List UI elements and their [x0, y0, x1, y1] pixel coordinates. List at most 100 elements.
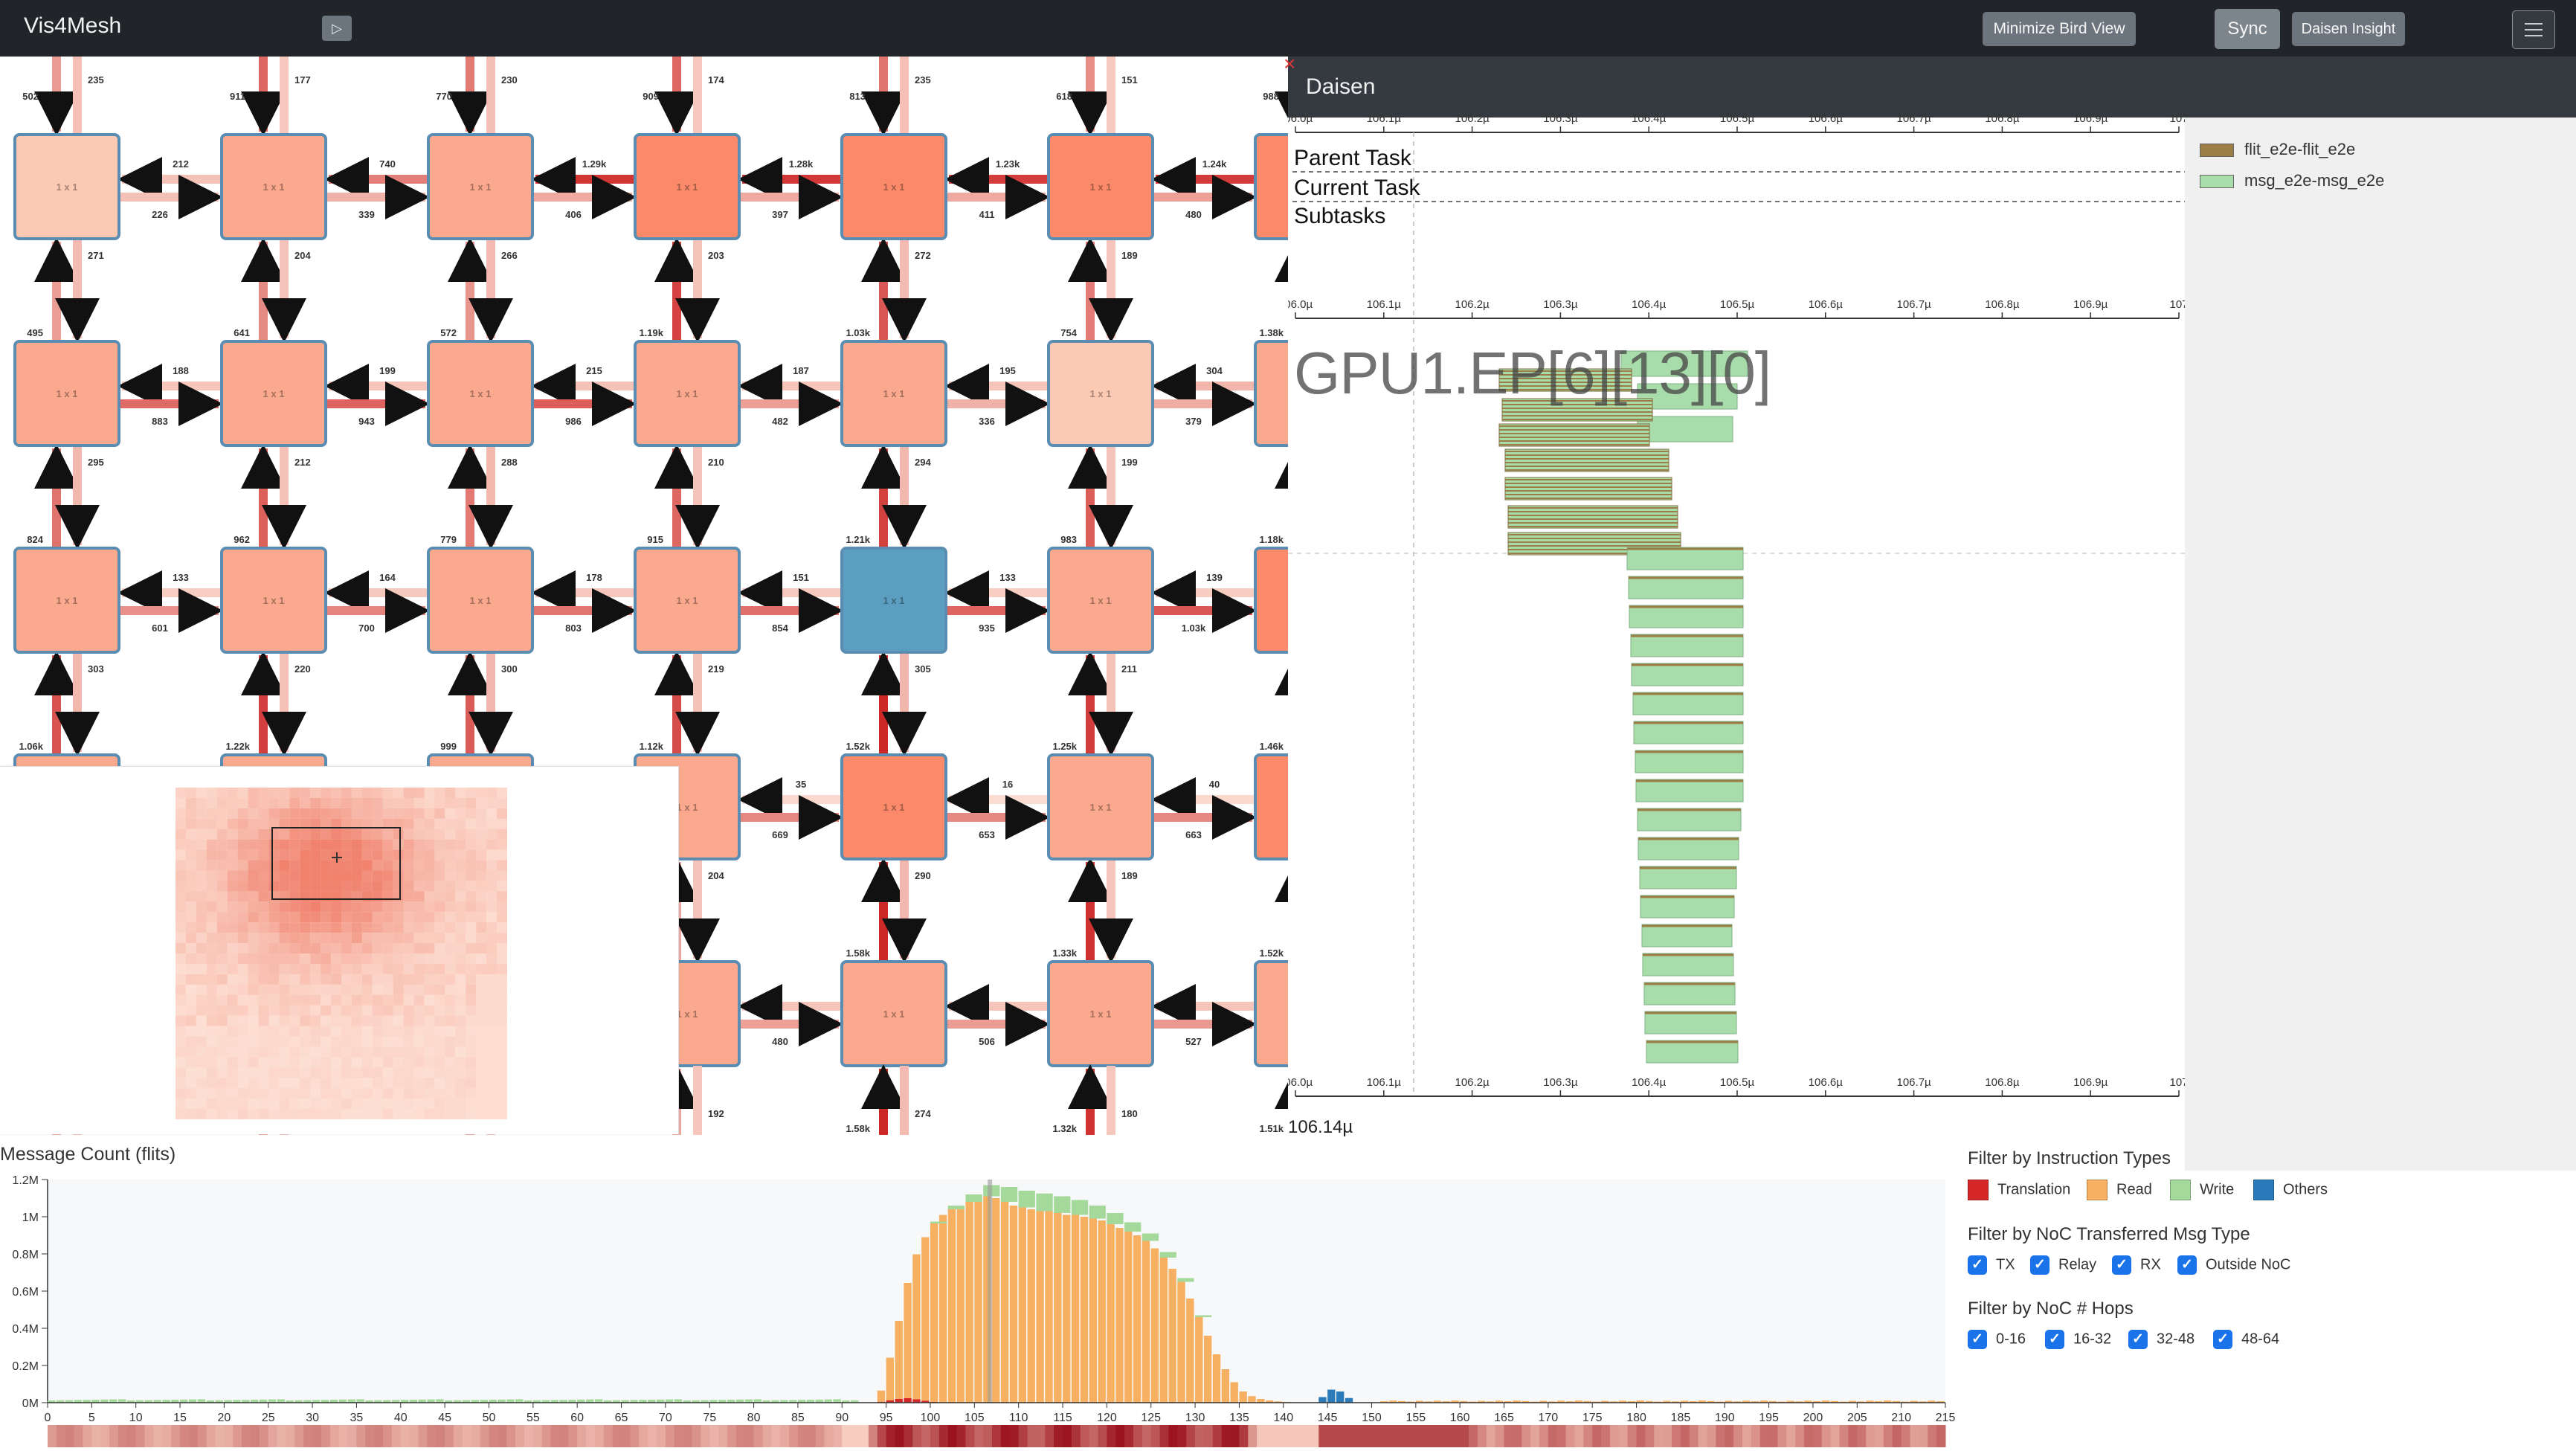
- axis-tick-label: 106.3µ: [1543, 298, 1578, 311]
- minimap-cell: [268, 1057, 280, 1068]
- checkbox-hops-0-16[interactable]: ✓ 0-16: [1968, 1330, 2026, 1349]
- minimap-cell: [216, 797, 228, 808]
- filter-write[interactable]: Write: [2170, 1180, 2234, 1200]
- heat-strip-cell: [391, 1425, 402, 1447]
- daisen-timeline[interactable]: 106.0µ106.1µ106.2µ106.3µ106.4µ106.5µ106.…: [1288, 57, 2188, 1113]
- minimap-cell: [196, 797, 207, 808]
- minimap-cell: [331, 1046, 341, 1058]
- minimap-cell: [289, 974, 300, 985]
- hamburger-menu-icon[interactable]: [2512, 10, 2555, 49]
- minimap-cell: [248, 839, 259, 850]
- checkbox-icon[interactable]: ✓: [2112, 1255, 2131, 1275]
- minimap-cell: [331, 1088, 341, 1099]
- value-label: 235: [88, 74, 104, 86]
- minimap-cell: [455, 1005, 466, 1016]
- filter-others[interactable]: Others: [2253, 1180, 2328, 1200]
- checkbox-icon[interactable]: ✓: [1968, 1255, 1987, 1275]
- checkbox-icon[interactable]: ✓: [2128, 1330, 2148, 1349]
- histogram-bar: [356, 1399, 364, 1403]
- task-bar-msg: [1642, 953, 1734, 977]
- checkbox-icon[interactable]: ✓: [1968, 1330, 1987, 1349]
- minimap-cell: [393, 1109, 404, 1119]
- minimap-cell: [424, 829, 435, 840]
- minimap-cell: [434, 881, 445, 892]
- minimap-cell: [476, 1088, 487, 1099]
- checkbox-rx[interactable]: ✓ RX: [2112, 1255, 2161, 1275]
- minimap-cell: [382, 1046, 393, 1058]
- axis-tick-label: 106.1µ: [1367, 298, 1402, 311]
- minimap-cell: [382, 953, 393, 964]
- histogram-bar: [144, 1400, 152, 1403]
- minimap-cell: [216, 1057, 228, 1068]
- minimap-cell: [237, 808, 248, 819]
- bird-view-minimap[interactable]: [0, 766, 679, 1134]
- heat-strip-cell: [833, 1425, 843, 1447]
- minimap-cell: [497, 818, 507, 829]
- minimap-cell: [331, 808, 341, 819]
- histogram-bar: [1054, 1196, 1071, 1213]
- checkbox-icon[interactable]: ✓: [2177, 1255, 2197, 1275]
- minimap-cell: [248, 984, 259, 995]
- heat-strip-cell: [1406, 1425, 1417, 1447]
- minimap-cell: [258, 1005, 269, 1016]
- close-icon[interactable]: ×: [1284, 52, 1296, 75]
- heat-strip-cell: [436, 1425, 445, 1447]
- minimap-cell: [279, 984, 290, 995]
- heat-strip-cell: [1362, 1425, 1372, 1447]
- sync-button[interactable]: Sync: [2215, 9, 2280, 49]
- heat-strip-cell: [1812, 1425, 1823, 1447]
- play-button[interactable]: ▷: [322, 16, 352, 41]
- filter-read[interactable]: Read: [2087, 1180, 2152, 1200]
- minimap-cell: [331, 829, 341, 840]
- minimap-cell: [227, 984, 238, 995]
- mesh-graph[interactable]: 5022359111777702309091748132356181519882…: [0, 57, 1288, 1135]
- bird-view-heatmap[interactable]: [0, 767, 678, 1134]
- histogram-bar: [1627, 1401, 1636, 1403]
- checkbox-icon[interactable]: ✓: [2213, 1330, 2232, 1349]
- checkbox-hops-32-48[interactable]: ✓ 32-48: [2128, 1330, 2195, 1349]
- heat-strip-cell: [91, 1425, 101, 1447]
- checkbox-hops-48-64[interactable]: ✓ 48-64: [2213, 1330, 2279, 1349]
- checkbox-tx[interactable]: ✓ TX: [1968, 1255, 2015, 1275]
- checkbox-relay[interactable]: ✓ Relay: [2030, 1255, 2096, 1275]
- histogram-bar: [374, 1400, 382, 1403]
- minimap-cell: [476, 1015, 487, 1026]
- mesh-tile: [1047, 133, 1154, 240]
- task-bar-msg: [1637, 383, 1738, 410]
- minimap-cell: [310, 1057, 321, 1068]
- minimap-cell: [403, 829, 414, 840]
- minimap-cell: [413, 1046, 425, 1058]
- minimap-cell: [268, 788, 280, 798]
- minimap-cell: [321, 1057, 332, 1068]
- minimap-cell: [185, 984, 196, 995]
- checkbox-icon[interactable]: ✓: [2030, 1255, 2049, 1275]
- checkbox-hops-16-32[interactable]: ✓ 16-32: [2045, 1330, 2111, 1349]
- histogram-chart[interactable]: 0M 0.2M 0.4M 0.6M 0.8M 1M 1.2M 0 5 10 15 20 25 30 35 40…: [0, 1165, 1963, 1447]
- axis-tick-label: 106.8µ: [1985, 298, 2020, 311]
- tile-label: 1 x 1: [883, 181, 905, 193]
- checkbox-outside-noc[interactable]: ✓ Outside NoC: [2177, 1255, 2291, 1275]
- heat-strip-cell: [718, 1425, 728, 1447]
- histogram-bar: [947, 1209, 956, 1403]
- minimap-cell: [393, 788, 404, 798]
- minimap-cell: [300, 974, 311, 985]
- x-tick-label: 65: [615, 1412, 628, 1424]
- heat-strip-cell: [365, 1425, 375, 1447]
- minimap-cell: [196, 808, 207, 819]
- minimap-cell: [289, 881, 300, 892]
- minimap-cell: [258, 788, 269, 798]
- minimap-cell: [227, 788, 238, 798]
- minimap-cell: [176, 1098, 186, 1110]
- minimap-cell: [497, 953, 507, 964]
- minimap-cell: [403, 901, 414, 913]
- heat-strip-cell: [1239, 1425, 1249, 1447]
- daisen-insight-button[interactable]: Daisen Insight: [2292, 12, 2405, 46]
- checkbox-icon[interactable]: ✓: [2045, 1330, 2064, 1349]
- minimap-cell: [372, 974, 383, 985]
- minimap-cell: [424, 922, 435, 933]
- minimap-cell: [486, 922, 498, 933]
- filter-translation[interactable]: Translation: [1968, 1180, 2070, 1200]
- minimize-bird-view-button[interactable]: Minimize Bird View: [1983, 12, 2136, 46]
- minimap-cell: [351, 1005, 362, 1016]
